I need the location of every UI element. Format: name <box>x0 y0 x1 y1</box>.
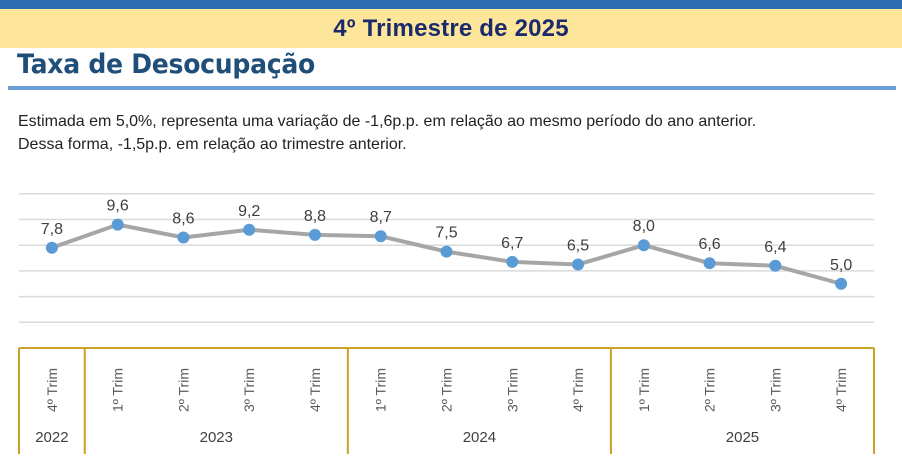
category-axis: 2022 2023 2024 2025 4º Trim 1º Trim 2º Trim 3º … <box>18 347 875 454</box>
description-line-2: Dessa forma, -1,5p.p. em relação ao trim… <box>18 136 407 153</box>
data-label: 6,7 <box>501 235 523 252</box>
data-point-marker <box>177 231 190 244</box>
data-point-marker <box>374 230 387 243</box>
data-point-marker <box>308 228 321 241</box>
data-label: 8,7 <box>370 209 392 226</box>
data-label: 6,6 <box>698 236 720 253</box>
data-point-marker <box>506 255 519 268</box>
data-labels: 7,8 9,6 8,6 9,2 8,8 8,7 7,5 6,7 6,5 8,0 6,6 6,4 5,0 <box>41 198 853 274</box>
data-point-marker <box>835 277 848 290</box>
data-point-marker <box>243 223 256 236</box>
category-label: 4º Trim <box>307 368 323 412</box>
data-point-marker <box>572 258 585 271</box>
section-title: Taxa de Desocupação <box>17 49 316 80</box>
category-label: 2º Trim <box>439 368 455 412</box>
year-label: 2025 <box>726 429 759 446</box>
category-label: 4º Trim <box>833 368 849 412</box>
data-label: 9,6 <box>107 198 129 215</box>
year-label: 2022 <box>35 429 68 446</box>
data-label: 8,6 <box>172 210 194 227</box>
data-label: 6,4 <box>764 239 786 256</box>
data-label: 6,5 <box>567 237 589 254</box>
category-label: 3º Trim <box>504 368 520 412</box>
data-label: 8,0 <box>633 218 655 235</box>
category-label: 4º Trim <box>570 368 586 412</box>
gridlines <box>19 193 874 324</box>
data-point-marker <box>769 259 782 272</box>
data-point-marker <box>111 218 124 231</box>
top-accent-bar <box>0 0 902 9</box>
data-label: 9,2 <box>238 203 260 220</box>
section-underline <box>8 86 896 90</box>
data-point-marker <box>440 245 453 258</box>
data-label: 8,8 <box>304 208 326 225</box>
category-label: 3º Trim <box>767 368 783 412</box>
period-title: 4º Trimestre de 2025 <box>333 14 569 42</box>
period-banner: 4º Trimestre de 2025 <box>0 9 902 48</box>
data-point-marker <box>703 257 716 270</box>
data-point-marker <box>637 239 650 252</box>
data-label: 7,5 <box>435 225 457 242</box>
category-label: 2º Trim <box>702 368 718 412</box>
category-label: 2º Trim <box>175 368 191 412</box>
year-label: 2024 <box>463 429 496 446</box>
category-label: 1º Trim <box>373 368 389 412</box>
data-label: 5,0 <box>830 257 852 274</box>
category-label: 1º Trim <box>636 368 652 412</box>
category-label: 3º Trim <box>241 368 257 412</box>
data-markers <box>45 218 848 290</box>
data-point-marker <box>45 241 58 254</box>
data-label: 7,8 <box>41 221 63 238</box>
year-label: 2023 <box>200 429 233 446</box>
category-label: 1º Trim <box>110 368 126 412</box>
description-line-1: Estimada em 5,0%, representa uma variaçã… <box>18 113 757 130</box>
category-label: 4º Trim <box>44 368 60 412</box>
description: Estimada em 5,0%, representa uma variaçã… <box>18 110 756 156</box>
